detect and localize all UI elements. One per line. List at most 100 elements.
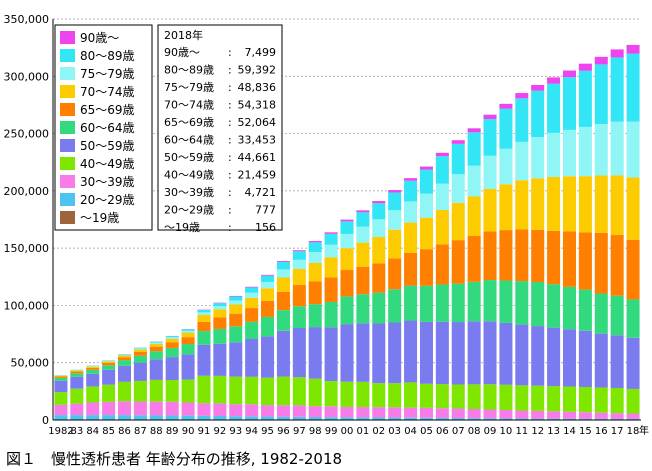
bar-segment <box>229 295 243 297</box>
bar-segment <box>356 242 370 267</box>
bar-segment <box>578 232 592 290</box>
summary-row-label: 70〜74歳 <box>164 99 214 112</box>
bar-segment <box>133 362 147 381</box>
summary-row-value: 7,499 <box>245 46 277 59</box>
bar-segment <box>292 377 306 406</box>
bar-segment <box>562 77 577 130</box>
x-tick-label: 84 <box>86 426 99 437</box>
bar-segment <box>308 378 322 407</box>
summary-row-value: 33,453 <box>238 134 277 147</box>
bar-segment <box>181 330 195 333</box>
bar-segment <box>499 384 513 410</box>
bar-segment <box>102 369 116 385</box>
bar-segment <box>165 338 179 343</box>
bar-segment <box>324 417 338 420</box>
summary-row-colon: : <box>228 221 232 234</box>
bar-segment <box>547 386 561 412</box>
bar-segment <box>86 366 100 367</box>
legend-label: 20〜29歳 <box>80 193 135 207</box>
bar-segment <box>467 418 481 420</box>
bar-segment <box>292 285 306 307</box>
bar-segment <box>276 277 290 292</box>
bar-segment <box>435 183 449 210</box>
bar-segment <box>626 44 640 54</box>
bar-segment <box>308 281 322 305</box>
x-tick-label: 11 <box>515 426 528 437</box>
bar-segment <box>102 384 116 402</box>
bar-segment <box>562 286 577 330</box>
x-tick-label: 05 <box>420 426 433 437</box>
bar-segment <box>261 405 275 417</box>
bar-segment <box>594 175 608 233</box>
summary-row-colon: : <box>228 46 232 59</box>
summary-row-value: 54,318 <box>238 99 277 112</box>
bar-segment <box>388 258 402 290</box>
bar-segment <box>404 417 418 420</box>
bar-segment <box>515 418 529 420</box>
bar-segment <box>388 407 402 418</box>
bar-segment <box>229 404 243 417</box>
bar-segment <box>626 413 640 419</box>
x-tick-label: 06 <box>436 426 449 437</box>
bar-segment <box>197 375 211 404</box>
x-tick-label: 00 <box>341 426 354 437</box>
bar-segment <box>356 323 370 382</box>
bar-segment <box>515 385 529 411</box>
bar-segment <box>388 383 402 408</box>
bar-segment <box>499 184 513 231</box>
summary-row-value: 156 <box>255 221 276 234</box>
bar-segment <box>149 341 163 343</box>
bar-segment <box>610 175 624 236</box>
bar-segment <box>419 417 433 420</box>
bar-segment <box>292 250 306 252</box>
bar-segment <box>578 63 592 71</box>
summary-row-colon: : <box>228 64 232 77</box>
bar-segment <box>419 285 433 322</box>
summary-row-label: 65〜69歳 <box>164 116 214 129</box>
bar-segment <box>54 380 68 393</box>
bar-segment <box>324 257 338 278</box>
bar-segment <box>213 328 227 344</box>
bar-segment <box>610 121 624 176</box>
bar-segment <box>467 235 481 282</box>
bar-segment <box>117 401 132 416</box>
bar-segment <box>261 281 275 289</box>
bar-segment <box>308 262 322 282</box>
bar-segment <box>70 376 84 389</box>
bar-segment <box>261 288 275 301</box>
bar-segment <box>197 312 211 316</box>
bar-segment <box>117 357 132 361</box>
bar-segment <box>467 128 481 133</box>
bar-segment <box>547 176 561 231</box>
bar-segment <box>181 415 195 420</box>
x-tick-label: 07 <box>452 426 465 437</box>
x-tick-label: 08 <box>468 426 481 437</box>
bar-segment <box>292 259 306 269</box>
bar-segment <box>292 251 306 260</box>
bar-segment <box>181 329 195 331</box>
bar-segment <box>515 180 529 230</box>
bar-segment <box>404 180 418 202</box>
y-tick-label: 50,000 <box>11 357 50 370</box>
bar-segment <box>547 132 561 177</box>
bar-segment <box>531 385 545 411</box>
legend-label: 75〜79歳 <box>80 67 135 81</box>
bar-segment <box>578 418 592 420</box>
bar-segment <box>54 376 68 378</box>
bar-segment <box>372 417 386 420</box>
bar-segment <box>372 323 386 384</box>
bar-segment <box>547 77 561 84</box>
bar-segment <box>213 375 227 404</box>
y-tick-label: 250,000 <box>4 128 50 141</box>
bar-segment <box>133 348 147 350</box>
bar-segment <box>419 166 433 170</box>
bar-segment <box>388 210 402 230</box>
bar-segment <box>483 409 497 419</box>
bar-segment <box>70 371 84 374</box>
x-tick-label: 98 <box>309 426 322 437</box>
bar-segment <box>626 418 640 420</box>
bar-segment <box>261 416 275 420</box>
x-tick-label: 1982 <box>48 426 73 437</box>
bar-segment <box>499 280 513 323</box>
bar-segment <box>245 404 259 417</box>
